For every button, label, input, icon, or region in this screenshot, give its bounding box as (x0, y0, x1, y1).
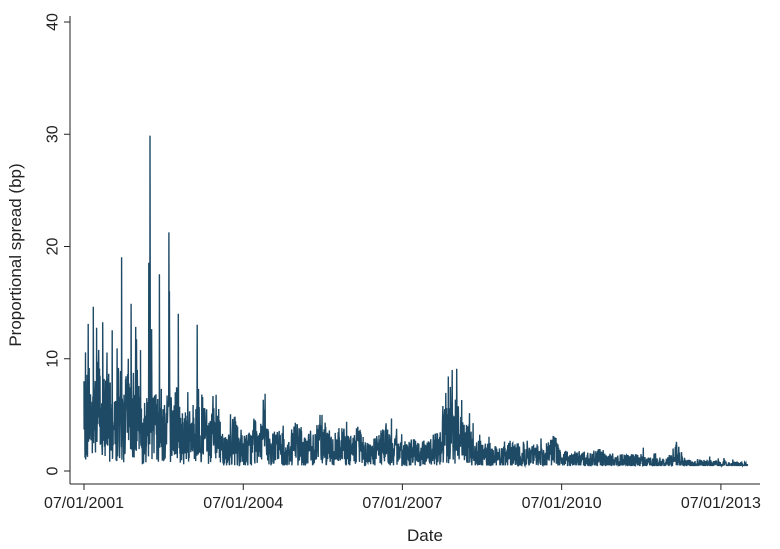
y-tick-label: 30 (45, 125, 62, 143)
x-tick-label: 07/01/2001 (44, 495, 124, 512)
x-axis-title: Date (407, 526, 443, 545)
x-tick-label: 07/01/2007 (362, 495, 442, 512)
y-tick-label: 40 (45, 13, 62, 31)
y-tick-label: 20 (45, 238, 62, 256)
y-axis-title: Proportional spread (bp) (6, 163, 25, 346)
series-line (83, 135, 749, 469)
axes (69, 16, 760, 485)
y-tick-label: 10 (45, 350, 62, 368)
y-tick-label: 0 (45, 466, 62, 475)
y-ticks: 0 10 20 30 40 (45, 13, 70, 475)
x-tick-label: 07/01/2013 (681, 495, 761, 512)
series-line-group (83, 135, 749, 469)
x-ticks: 07/01/2001 07/01/2004 07/01/2007 07/01/2010… (44, 484, 761, 512)
x-tick-label: 07/01/2010 (522, 495, 602, 512)
x-tick-label: 07/01/2004 (203, 495, 283, 512)
